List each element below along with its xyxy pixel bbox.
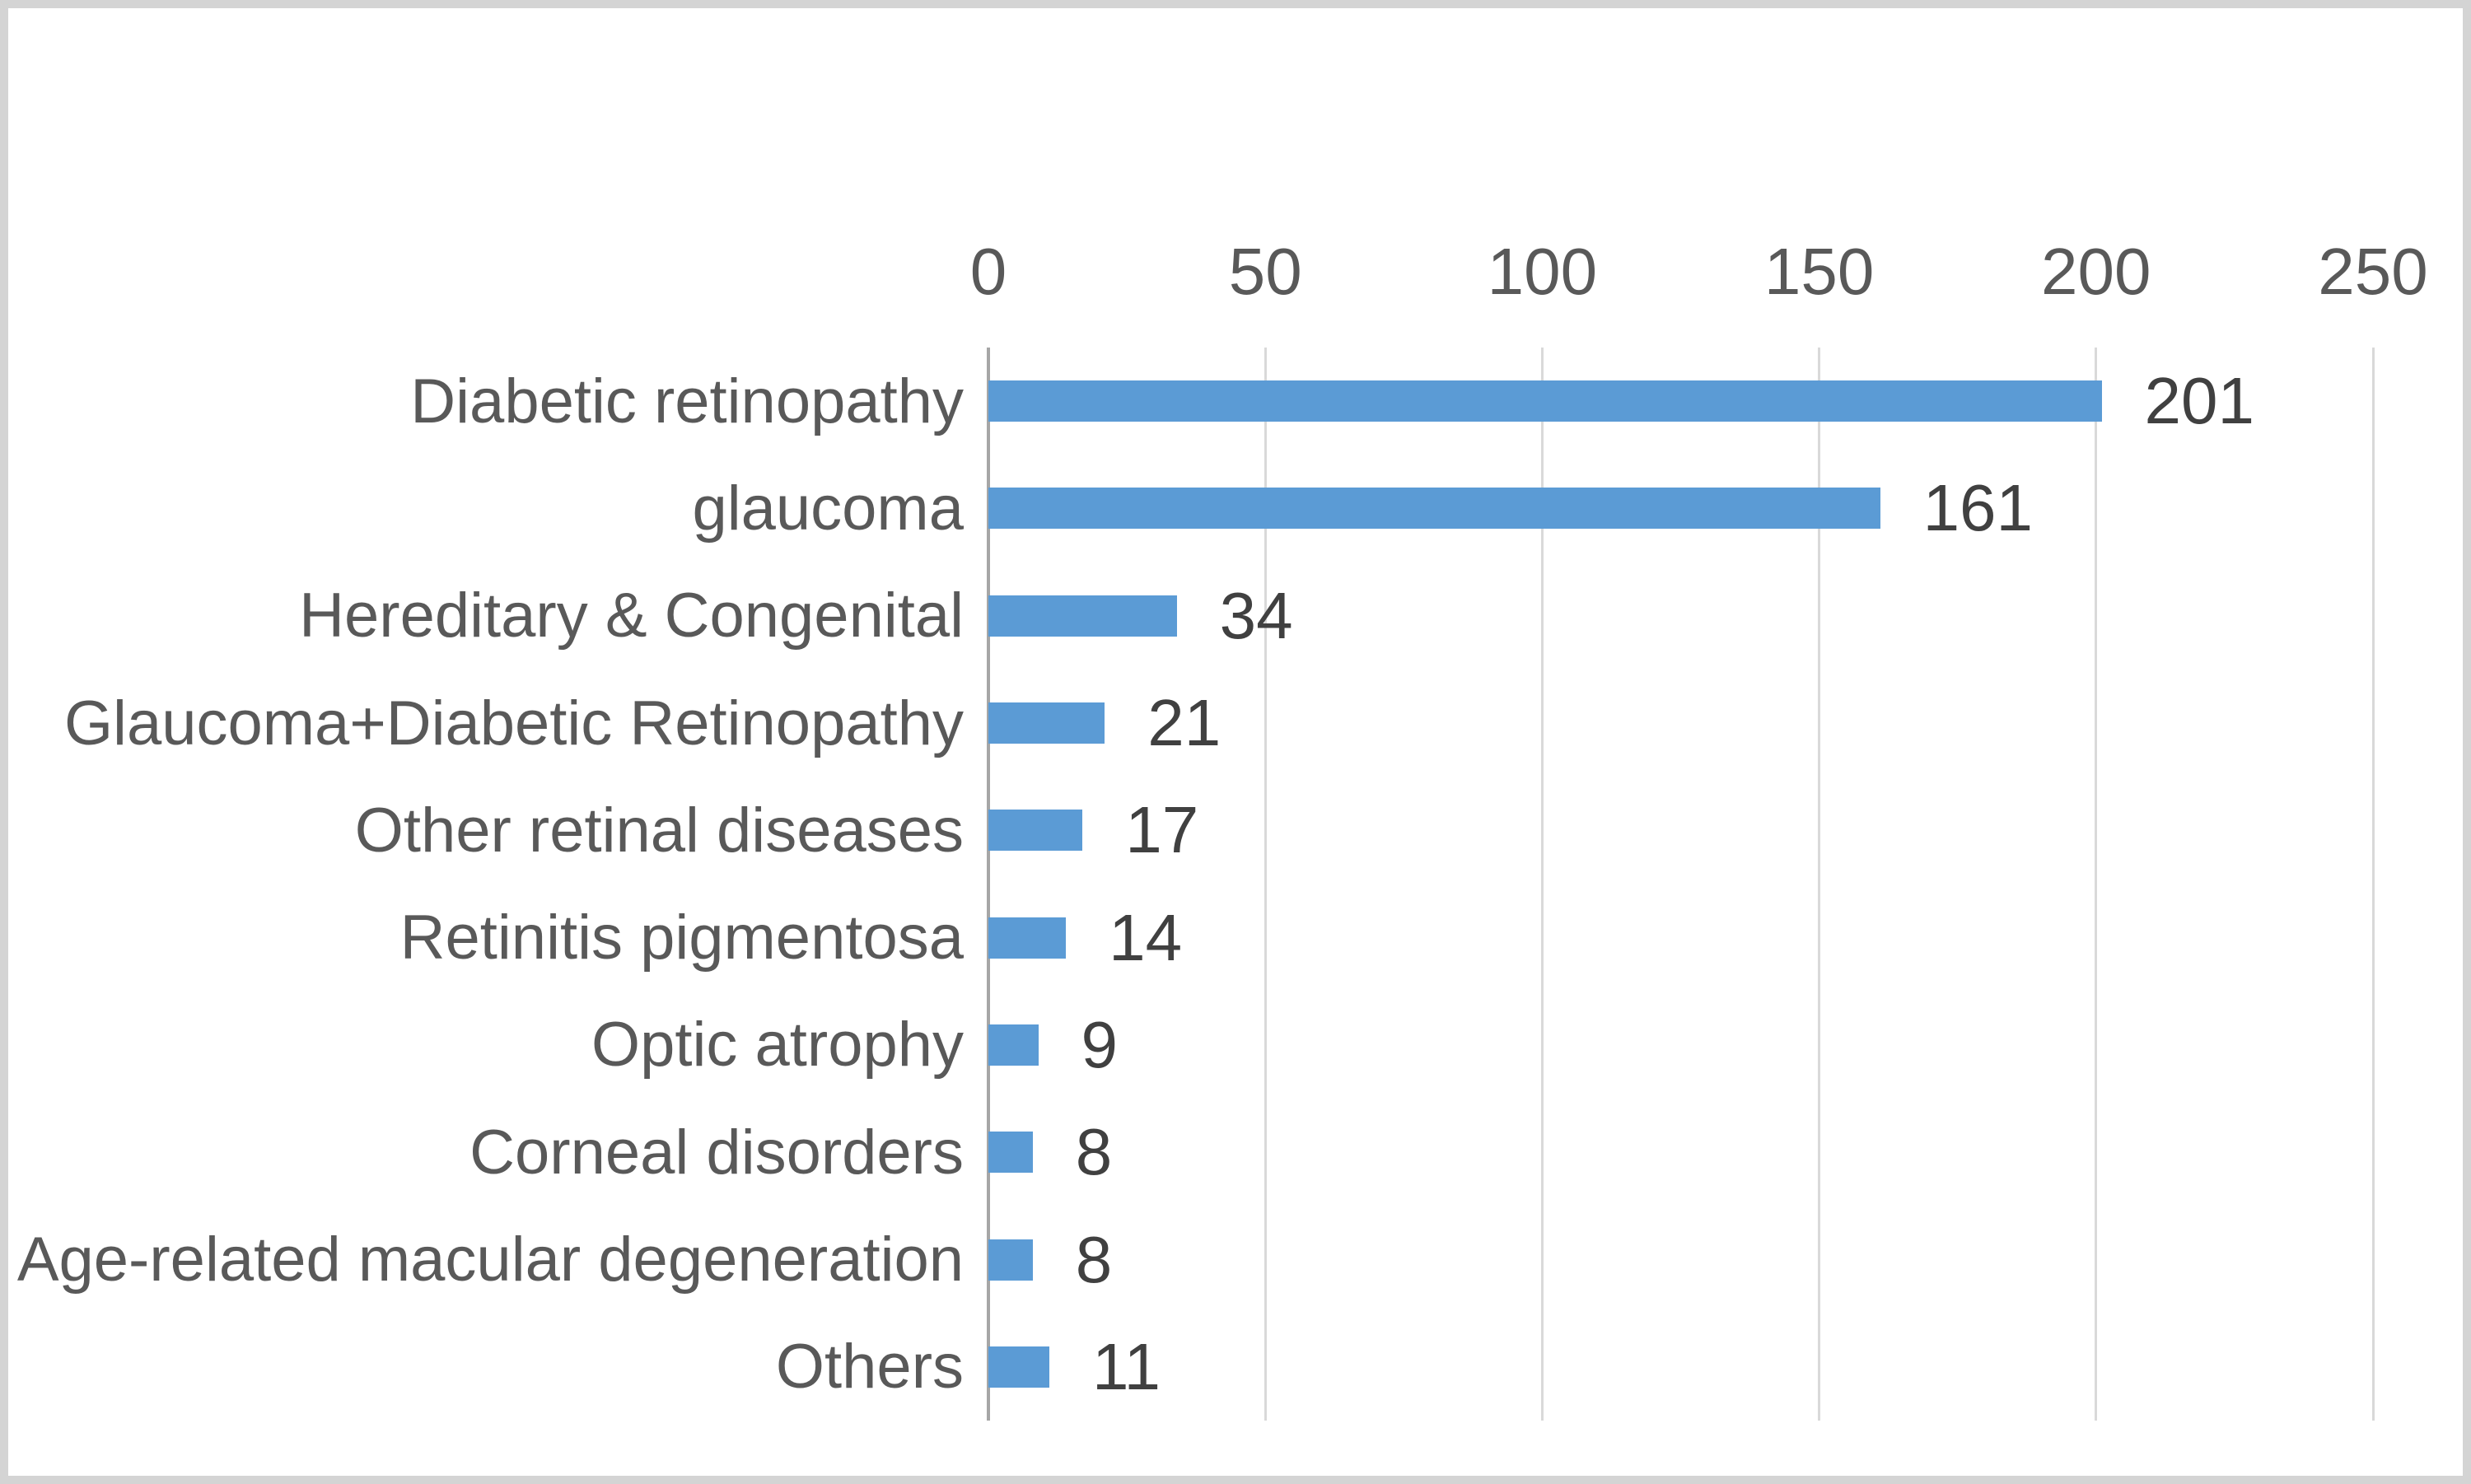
bar-row: 21 — [988, 670, 2373, 777]
data-label: 21 — [1147, 686, 1221, 760]
gridline — [1818, 348, 1821, 1421]
bar-row: 201 — [988, 348, 2373, 455]
category-label: Optic atrophy — [591, 1010, 964, 1080]
bar — [988, 702, 1105, 744]
bar — [988, 1239, 1033, 1281]
bar-row: 11 — [988, 1314, 2373, 1421]
data-label: 161 — [1922, 471, 2034, 545]
bar-row: 9 — [988, 992, 2373, 1099]
bar — [988, 488, 1880, 530]
bar-row: 34 — [988, 562, 2373, 670]
data-label: 8 — [1075, 1115, 1113, 1189]
x-tick-label: 100 — [1487, 235, 1598, 308]
bar — [988, 917, 1067, 959]
bar — [988, 1346, 1049, 1388]
data-label: 34 — [1219, 578, 1293, 652]
x-tick-label: 0 — [969, 235, 1007, 308]
bar-row: 17 — [988, 777, 2373, 884]
category-label: Others — [775, 1332, 964, 1402]
bar — [988, 595, 1177, 637]
bar — [988, 380, 2102, 422]
gridline — [1540, 348, 1544, 1421]
bar — [988, 1132, 1033, 1174]
value-axis-line — [987, 348, 990, 1421]
category-axis-labels: Diabetic retinopathy glaucoma Hereditary &… — [16, 348, 964, 1421]
data-label: 14 — [1109, 900, 1183, 974]
category-label: Other retinal diseases — [354, 795, 964, 866]
gridline — [2371, 348, 2375, 1421]
bar — [988, 1024, 1039, 1066]
category-label: Retinitis pigmentosa — [399, 903, 964, 973]
bar-row: 14 — [988, 884, 2373, 992]
data-label: 8 — [1075, 1222, 1113, 1296]
category-label: Age-related macular degeneration — [16, 1225, 964, 1295]
x-tick-label: 50 — [1228, 235, 1302, 308]
data-label: 11 — [1091, 1329, 1161, 1403]
data-label: 9 — [1081, 1007, 1119, 1081]
category-label: Corneal disorders — [469, 1117, 964, 1188]
bar — [988, 810, 1083, 852]
bar-row: 8 — [988, 1206, 2373, 1313]
category-label: glaucoma — [692, 473, 964, 544]
x-tick-label: 150 — [1763, 235, 1875, 308]
x-axis-tick-labels: 0 50 100 150 200 250 — [970, 232, 2428, 311]
gridline — [1264, 348, 1267, 1421]
plot-area: 201 161 34 21 17 14 9 8 8 11 — [987, 348, 2375, 1421]
x-tick-label: 200 — [2041, 235, 2151, 308]
data-label: 17 — [1125, 793, 1199, 867]
gridline — [2095, 348, 2098, 1421]
category-label: Hereditary & Congenital — [299, 581, 964, 651]
bar-row: 161 — [988, 455, 2373, 562]
category-label: Glaucoma+Diabetic Retinopathy — [63, 688, 964, 758]
category-label: Diabetic retinopathy — [410, 366, 964, 436]
data-label: 201 — [2144, 364, 2254, 438]
x-tick-label: 250 — [2318, 235, 2428, 308]
bar-row: 8 — [988, 1099, 2373, 1206]
